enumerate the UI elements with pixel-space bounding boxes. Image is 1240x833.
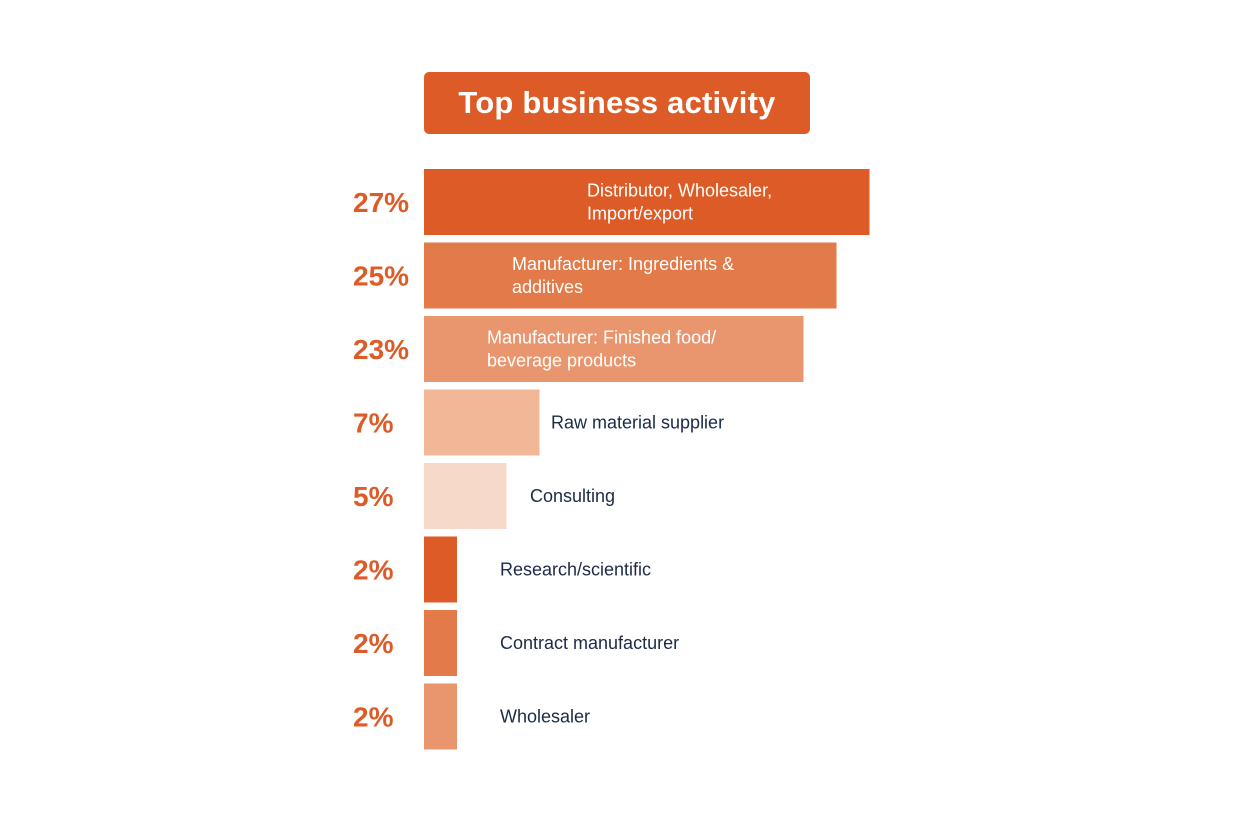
bar-4 <box>424 463 507 529</box>
value-label-4: 5% <box>353 481 394 512</box>
category-label-1-line-0: Manufacturer: Ingredients & <box>512 254 734 274</box>
bar-2 <box>424 316 804 382</box>
chart-title-box: Top business activity <box>424 72 810 134</box>
bar-3 <box>424 389 540 456</box>
category-label-3-line-0: Raw material supplier <box>551 413 724 433</box>
value-label-1: 25% <box>353 261 409 292</box>
chart-title: Top business activity <box>458 85 776 120</box>
bar-6 <box>424 610 457 676</box>
bar-5 <box>424 536 457 603</box>
value-label-2: 23% <box>353 334 409 365</box>
category-label-1-line-1: additives <box>512 277 583 297</box>
bar-1 <box>424 242 837 309</box>
category-label-2-line-0: Manufacturer: Finished food/ <box>487 328 716 348</box>
value-label-7: 2% <box>353 702 394 733</box>
bar-7 <box>424 683 457 750</box>
value-label-3: 7% <box>353 408 394 439</box>
category-label-4-line-0: Consulting <box>530 486 615 506</box>
category-label-2-line-1: beverage products <box>487 351 636 371</box>
value-label-5: 2% <box>353 555 394 586</box>
category-label-0-line-1: Import/export <box>587 204 693 224</box>
bar-0 <box>424 169 870 235</box>
category-label-5-line-0: Research/scientific <box>500 560 651 580</box>
value-label-0: 27% <box>353 187 409 218</box>
category-label-7-line-0: Wholesaler <box>500 707 590 727</box>
category-label-0-line-0: Distributor, Wholesaler, <box>587 181 772 201</box>
value-label-6: 2% <box>353 628 394 659</box>
category-label-6-line-0: Contract manufacturer <box>500 633 679 653</box>
